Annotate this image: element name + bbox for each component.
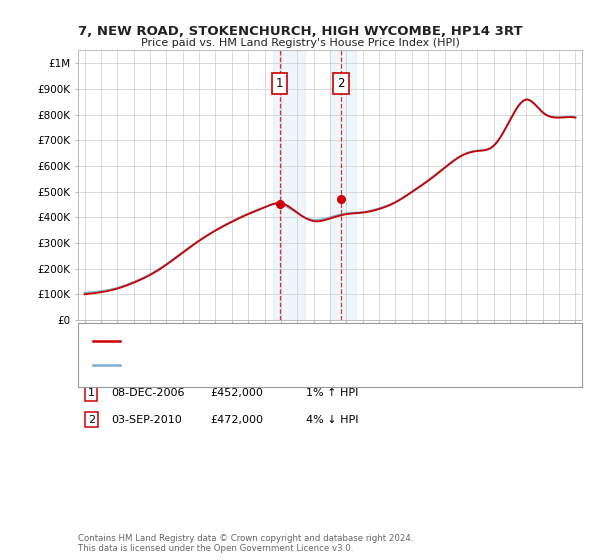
- Text: HPI: Average price, detached house, Buckinghamshire: HPI: Average price, detached house, Buck…: [127, 360, 393, 370]
- Text: 08-DEC-2006: 08-DEC-2006: [111, 388, 185, 398]
- Text: Price paid vs. HM Land Registry's House Price Index (HPI): Price paid vs. HM Land Registry's House …: [140, 38, 460, 48]
- Text: 03-SEP-2010: 03-SEP-2010: [111, 414, 182, 424]
- Text: 4% ↓ HPI: 4% ↓ HPI: [306, 414, 359, 424]
- Text: 1% ↑ HPI: 1% ↑ HPI: [306, 388, 358, 398]
- Text: 7, NEW ROAD, STOKENCHURCH, HIGH WYCOMBE, HP14 3RT (detached house): 7, NEW ROAD, STOKENCHURCH, HIGH WYCOMBE,…: [127, 335, 509, 346]
- Text: 1: 1: [88, 388, 95, 398]
- Text: 2: 2: [88, 414, 95, 424]
- Text: £452,000: £452,000: [210, 388, 263, 398]
- Text: Contains HM Land Registry data © Crown copyright and database right 2024.
This d: Contains HM Land Registry data © Crown c…: [78, 534, 413, 553]
- Text: 2: 2: [337, 77, 345, 90]
- Text: £472,000: £472,000: [210, 414, 263, 424]
- Text: 7, NEW ROAD, STOKENCHURCH, HIGH WYCOMBE, HP14 3RT: 7, NEW ROAD, STOKENCHURCH, HIGH WYCOMBE,…: [77, 25, 523, 38]
- Text: 1: 1: [276, 77, 283, 90]
- Bar: [330, 50, 356, 320]
- Bar: [273, 50, 305, 320]
